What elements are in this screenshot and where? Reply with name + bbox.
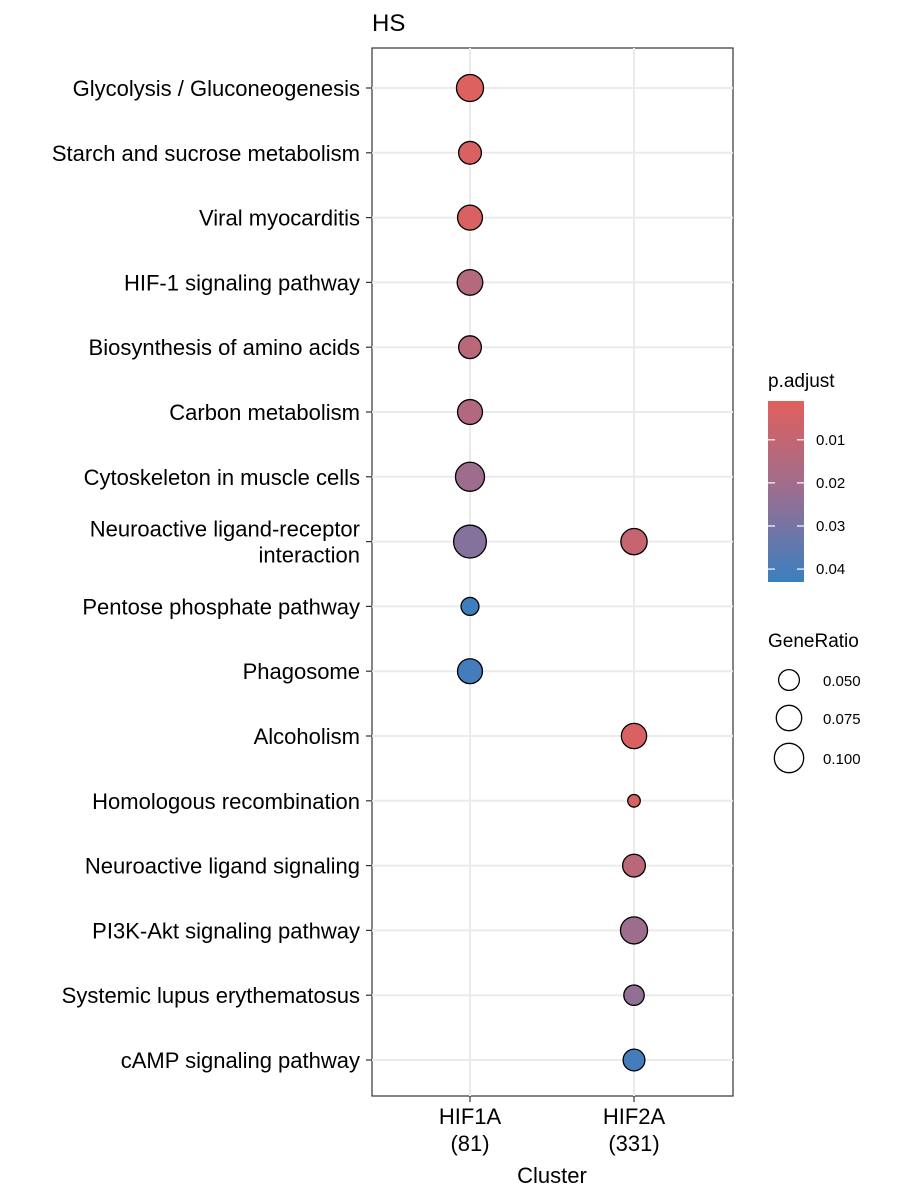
dot-hif2a-neuroactive-ligand-signaling <box>621 853 647 878</box>
y-label-alcoholism: Alcoholism <box>254 724 360 749</box>
color-legend-bar <box>768 401 804 582</box>
y-label-glycolysis-gluconeogenesis: Glycolysis / Gluconeogenesis <box>73 76 360 101</box>
color-legend-label: 0.03 <box>816 518 845 535</box>
color-legend-title: p.adjust <box>768 371 835 392</box>
dot-hif1a-neuroactive-ligand-receptor-interaction <box>452 524 488 559</box>
size-legend-label: 0.050 <box>823 673 861 690</box>
dot-hif1a-phagosome <box>456 658 484 685</box>
y-label-carbon-metabolism: Carbon metabolism <box>169 400 360 425</box>
size-legend-circle <box>777 668 801 692</box>
size-legend-circle <box>773 742 805 774</box>
color-legend-label: 0.02 <box>816 475 845 492</box>
size-legend-circle <box>775 704 803 732</box>
size-legend-label: 0.075 <box>823 711 861 728</box>
y-label-viral-myocarditis: Viral myocarditis <box>199 206 360 231</box>
y-label-cytoskeleton-in-muscle-cells: Cytoskeleton in muscle cells <box>84 465 360 490</box>
dot-hif1a-cytoskeleton-in-muscle-cells <box>454 461 486 492</box>
dot-hif1a-hif-1-signaling-pathway <box>456 268 484 296</box>
color-legend-ticks: 0.01 0.02 0.03 0.04 <box>768 432 845 578</box>
y-label-neuroactive-ligand-receptor: Neuroactive ligand-receptor <box>90 517 360 542</box>
color-legend-label: 0.04 <box>816 561 845 578</box>
y-label-phagosome: Phagosome <box>243 659 360 684</box>
y-label-pi3k-akt-signaling-pathway: PI3K-Akt signaling pathway <box>92 918 360 943</box>
dot-hif1a-glycolysis-gluconeogenesis <box>455 73 485 103</box>
dot-hif2a-pi3k-akt-signaling-pathway <box>619 916 649 945</box>
dot-hif1a-carbon-metabolism <box>456 398 484 426</box>
x-axis-title: Cluster <box>517 1163 587 1188</box>
grid-lines <box>372 48 733 1096</box>
y-label-starch-and-sucrose-metabolism: Starch and sucrose metabolism <box>52 141 360 166</box>
x-label-331: (331) <box>608 1131 659 1156</box>
y-label-pentose-phosphate-pathway: Pentose phosphate pathway <box>82 594 360 619</box>
dot-hif1a-starch-and-sucrose-metabolism <box>457 140 483 165</box>
dot-hif2a-homologous-recombination <box>627 793 641 808</box>
dot-hif2a-alcoholism <box>620 722 648 750</box>
size-legend-title: GeneRatio <box>768 631 859 652</box>
y-label-interaction: interaction <box>258 543 360 568</box>
y-label-hif-1-signaling-pathway: HIF-1 signaling pathway <box>124 270 360 295</box>
y-label-neuroactive-ligand-signaling: Neuroactive ligand signaling <box>85 854 360 879</box>
dot-hif1a-biosynthesis-of-amino-acids <box>457 335 483 360</box>
dot-hif2a-systemic-lupus-erythematosus <box>623 984 645 1007</box>
dot-hif2a-neuroactive-ligand-receptor-interaction <box>620 527 648 556</box>
y-label-biosynthesis-of-amino-acids: Biosynthesis of amino acids <box>89 335 360 360</box>
dot-hif1a-pentose-phosphate-pathway <box>460 596 480 617</box>
size-legend-label: 0.100 <box>823 751 861 768</box>
size-legend: GeneRatio 0.050 0.075 0.100 <box>768 631 861 774</box>
chart-title: HS <box>372 10 405 37</box>
y-label-homologous-recombination: Homologous recombination <box>92 789 360 814</box>
y-axis-labels: Glycolysis / Gluconeogenesis Starch and s… <box>52 76 360 1073</box>
x-label-hif1a: HIF1A <box>439 1104 502 1129</box>
size-legend-keys: 0.050 0.075 0.100 <box>773 668 861 774</box>
y-label-systemic-lupus-erythematosus: Systemic lupus erythematosus <box>62 983 360 1008</box>
x-label-hif2a: HIF2A <box>603 1104 666 1129</box>
color-legend-label: 0.01 <box>816 432 845 449</box>
plot-panel <box>371 47 734 1097</box>
x-axis-labels: HIF1A(81) HIF2A(331) <box>439 1104 666 1156</box>
x-label-81: (81) <box>450 1131 489 1156</box>
data-points <box>452 73 649 1072</box>
dot-hif1a-viral-myocarditis <box>456 204 484 231</box>
y-label-camp-signaling-pathway: cAMP signaling pathway <box>121 1048 360 1073</box>
dot-hif2a-camp-signaling-pathway <box>622 1048 646 1072</box>
axis-ticks <box>366 87 635 1102</box>
color-legend: p.adjust 0.01 0.02 0.03 0.04 <box>768 371 845 582</box>
